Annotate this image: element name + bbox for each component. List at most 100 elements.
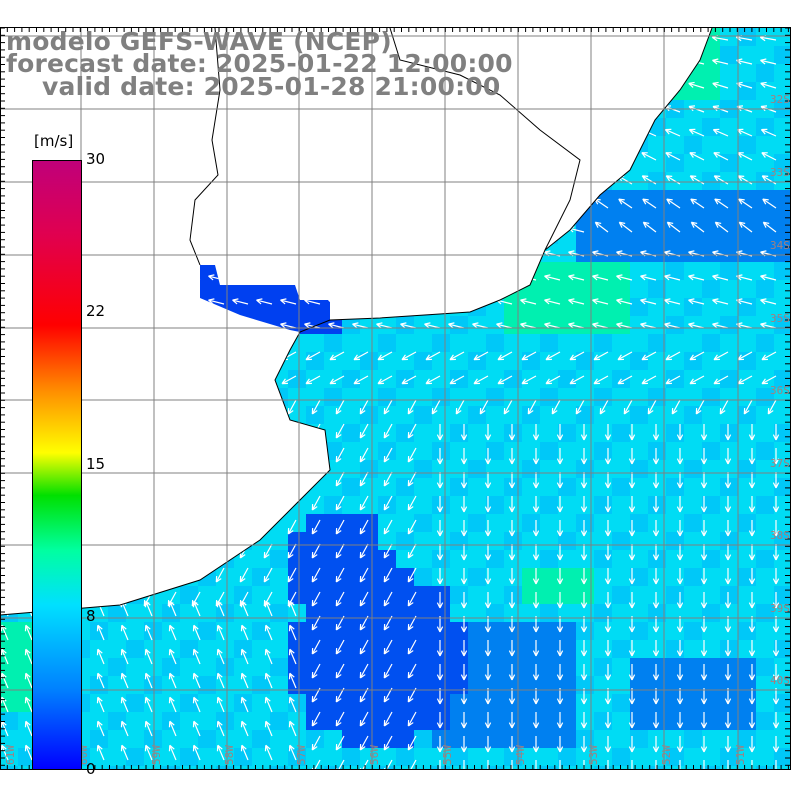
wind-cell <box>414 424 432 442</box>
wind-cell <box>270 424 288 442</box>
wind-cell <box>702 424 720 442</box>
wind-cell <box>648 82 666 100</box>
wind-cell <box>108 640 126 658</box>
wind-cell <box>234 514 252 532</box>
wind-cell <box>216 676 234 694</box>
wind-arrow <box>508 760 516 770</box>
wind-arrow <box>143 495 153 511</box>
wind-cell <box>126 730 144 748</box>
wind-cell <box>684 334 702 352</box>
wind-arrow <box>23 519 33 535</box>
wind-cell <box>0 640 18 658</box>
wind-cell <box>540 676 558 694</box>
wind-arrow <box>88 274 105 281</box>
wind-arrow <box>376 226 393 233</box>
wind-cell <box>342 658 360 676</box>
wind-arrow <box>628 568 636 585</box>
wind-cell <box>162 568 180 586</box>
wind-cell <box>126 118 144 136</box>
wind-cell <box>252 496 270 514</box>
wind-cell <box>648 712 666 730</box>
wind-arrow <box>95 519 105 535</box>
wind-cell <box>576 640 594 658</box>
wind-cell <box>630 442 648 460</box>
wind-arrow <box>544 58 561 65</box>
wind-cell <box>198 244 216 262</box>
wind-arrow <box>568 178 585 185</box>
wind-arrow <box>642 198 657 209</box>
wind-cell <box>720 712 738 730</box>
wind-cell <box>540 712 558 730</box>
wind-arrow <box>359 495 369 511</box>
wind-cell <box>396 694 414 712</box>
wind-arrow <box>580 712 588 729</box>
wind-cell <box>594 118 612 136</box>
wind-cell <box>342 622 360 640</box>
wind-cell <box>558 568 576 586</box>
wind-arrow <box>328 298 345 305</box>
wind-arrow <box>288 600 297 617</box>
wind-cell <box>630 388 648 406</box>
wind-arrow <box>257 375 273 385</box>
wind-arrow <box>359 543 369 559</box>
wind-arrow <box>0 399 9 415</box>
wind-arrow <box>232 298 249 305</box>
wind-cell <box>756 28 774 46</box>
wind-cell <box>144 262 162 280</box>
wind-cell <box>378 622 396 640</box>
wind-arrow <box>569 351 585 361</box>
wind-cell <box>234 262 252 280</box>
wind-arrow <box>688 274 705 281</box>
wind-cell <box>414 136 432 154</box>
wind-cell <box>702 622 720 640</box>
wind-cell <box>630 280 648 298</box>
wind-cell <box>180 262 198 280</box>
wind-cell <box>522 406 540 424</box>
wind-arrow <box>239 495 249 511</box>
wind-cell <box>126 244 144 262</box>
wind-cell <box>648 640 666 658</box>
wind-cell <box>738 280 756 298</box>
wind-arrow <box>484 736 492 753</box>
wind-arrow <box>184 274 201 281</box>
wind-arrow <box>484 712 492 729</box>
wind-arrow <box>436 448 444 465</box>
wind-arrow <box>143 471 153 487</box>
wind-cell <box>180 658 198 676</box>
wind-arrow <box>359 447 369 463</box>
wind-arrow <box>664 274 681 281</box>
wind-cell <box>432 514 450 532</box>
wind-cell <box>198 334 216 352</box>
wind-cell <box>288 694 306 712</box>
wind-cell <box>468 28 486 46</box>
wind-arrow <box>383 423 393 439</box>
wind-arrow <box>311 735 321 751</box>
wind-cell <box>720 586 738 604</box>
wind-arrow <box>508 448 516 465</box>
wind-cell <box>90 676 108 694</box>
wind-cell <box>576 766 594 770</box>
wind-cell <box>450 334 468 352</box>
wind-cell <box>252 586 270 604</box>
wind-arrow <box>748 592 756 609</box>
wind-cell <box>720 334 738 352</box>
wind-arrow <box>304 154 321 161</box>
wind-cell <box>666 280 684 298</box>
wind-cell <box>306 244 324 262</box>
wind-arrow <box>263 495 273 511</box>
wind-arrow <box>472 178 489 185</box>
wind-cell <box>738 28 756 46</box>
wind-cell <box>234 388 252 406</box>
wind-cell <box>414 388 432 406</box>
wind-cell <box>126 424 144 442</box>
wind-cell <box>180 496 198 514</box>
wind-cell <box>108 316 126 334</box>
wind-cell <box>270 280 288 298</box>
wind-cell <box>666 28 684 46</box>
wind-cell <box>378 154 396 172</box>
wind-cell <box>630 64 648 82</box>
wind-cell <box>270 766 288 770</box>
wind-cell <box>0 424 18 442</box>
wind-arrow <box>460 544 468 561</box>
wind-cell <box>216 766 234 770</box>
